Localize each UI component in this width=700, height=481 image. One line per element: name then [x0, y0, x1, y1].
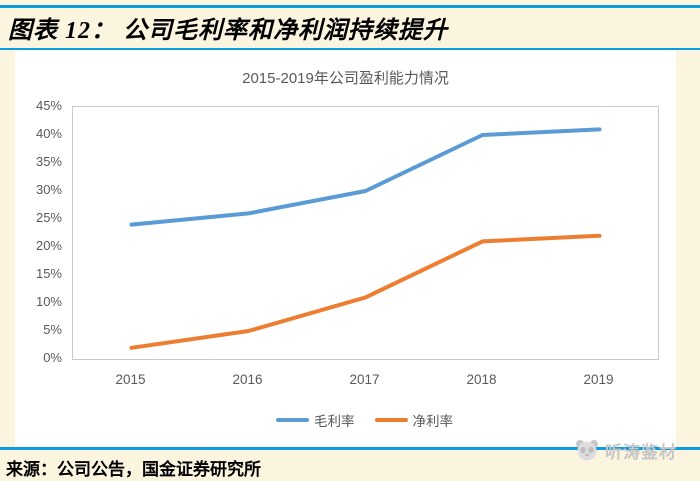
figure-title: 图表 12： 公司毛利率和净利润持续提升 — [8, 18, 448, 44]
x-tick-label: 2016 — [232, 372, 263, 387]
y-tick-label: 40% — [35, 126, 62, 141]
chart-legend: 毛利率 净利率 — [72, 410, 657, 430]
y-tick-label: 20% — [35, 238, 62, 253]
chart-panel: 2015-2019年公司盈利能力情况 0% 5% 10% 15% 20% 25% 30% 35… — [15, 50, 676, 447]
legend-label: 毛利率 — [314, 414, 355, 429]
x-tick-label: 2017 — [349, 372, 380, 387]
footer-divider-rule — [0, 447, 700, 450]
line-chart-canvas — [129, 127, 602, 350]
gross-margin-line — [129, 127, 602, 227]
watermark-text: 听涛鉴材 — [605, 442, 677, 462]
x-tick-label: 2018 — [466, 372, 497, 387]
chart-title: 2015-2019年公司盈利能力情况 — [242, 70, 449, 87]
panda-logo-icon — [576, 440, 598, 461]
legend-swatch — [276, 418, 309, 422]
y-tick-label: 15% — [35, 266, 62, 281]
legend-swatch — [374, 418, 408, 422]
y-tick-label: 45% — [35, 98, 62, 113]
top-rule — [0, 5, 700, 8]
legend-item: 毛利率 — [276, 410, 355, 430]
y-tick-label: 5% — [43, 322, 62, 337]
plot-area — [72, 106, 659, 360]
y-tick-label: 10% — [35, 294, 62, 309]
net-margin-line — [129, 233, 602, 350]
x-tick-label: 2019 — [583, 372, 614, 387]
header-divider-rule — [0, 48, 700, 50]
y-tick-label: 30% — [35, 182, 62, 197]
legend-label: 净利率 — [412, 414, 454, 429]
y-tick-label: 0% — [43, 350, 62, 365]
legend-item: 净利率 — [374, 410, 454, 430]
y-tick-label: 35% — [35, 154, 62, 169]
x-tick-label: 2015 — [115, 372, 146, 387]
y-tick-label: 25% — [35, 210, 62, 225]
watermark: 听涛鉴材 — [572, 437, 677, 463]
source-text: 来源：公司公告，国金证券研究所 — [6, 460, 261, 479]
